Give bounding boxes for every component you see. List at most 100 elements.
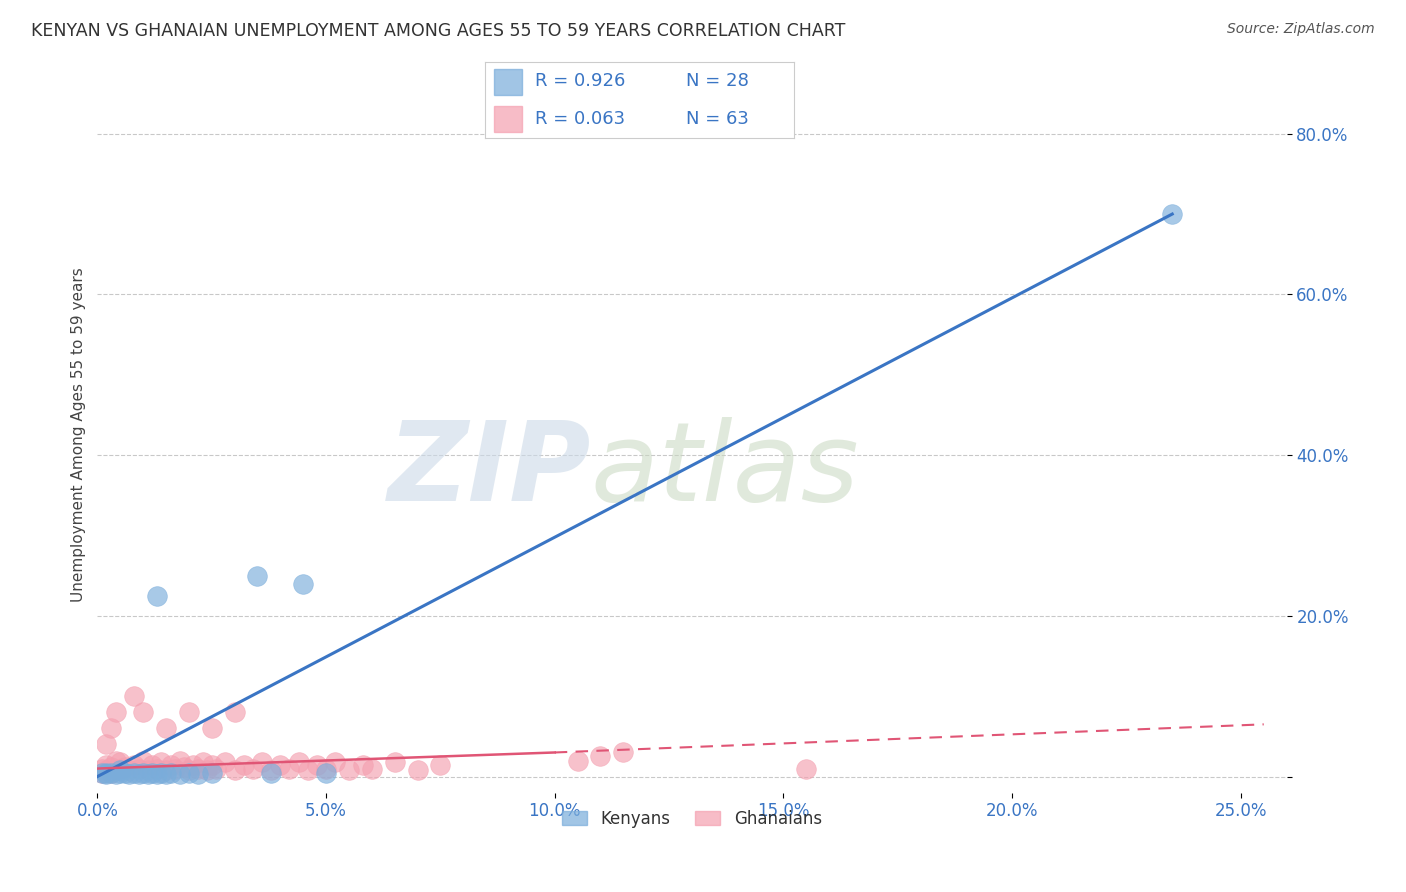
Point xyxy=(201,757,224,772)
Point xyxy=(96,763,118,777)
Point xyxy=(159,757,181,772)
Point xyxy=(384,755,406,769)
Point xyxy=(292,576,315,591)
Point xyxy=(128,767,150,781)
Point xyxy=(150,765,173,780)
Point xyxy=(141,757,163,772)
Text: R = 0.063: R = 0.063 xyxy=(534,110,624,128)
Point xyxy=(100,722,122,736)
Point xyxy=(104,767,127,781)
Point xyxy=(195,763,218,777)
Point xyxy=(155,763,177,777)
Point xyxy=(165,762,187,776)
Point xyxy=(173,760,195,774)
Point xyxy=(406,763,429,777)
Text: atlas: atlas xyxy=(591,417,859,524)
Point xyxy=(201,765,224,780)
Point xyxy=(96,767,118,781)
Point xyxy=(100,765,122,780)
Point xyxy=(323,755,346,769)
Point xyxy=(132,706,155,720)
Point xyxy=(110,755,132,769)
Point xyxy=(110,765,132,780)
Point xyxy=(110,763,132,777)
Point xyxy=(360,762,382,776)
Point xyxy=(589,749,612,764)
Point xyxy=(90,765,112,780)
Point xyxy=(794,762,817,776)
Point xyxy=(169,767,191,781)
Point xyxy=(90,762,112,776)
Point xyxy=(187,767,209,781)
Point xyxy=(232,757,254,772)
Point xyxy=(122,757,145,772)
Point xyxy=(155,722,177,736)
Point xyxy=(305,757,328,772)
Text: N = 63: N = 63 xyxy=(686,110,749,128)
Point xyxy=(146,767,169,781)
FancyBboxPatch shape xyxy=(495,69,522,95)
Y-axis label: Unemployment Among Ages 55 to 59 years: Unemployment Among Ages 55 to 59 years xyxy=(72,268,86,602)
Point xyxy=(146,762,169,776)
Point xyxy=(96,765,118,780)
Point xyxy=(612,746,634,760)
Point xyxy=(287,755,309,769)
Point xyxy=(269,757,291,772)
Point xyxy=(122,765,145,780)
Point xyxy=(191,755,214,769)
Point xyxy=(352,757,374,772)
Point xyxy=(177,763,200,777)
Point xyxy=(205,762,228,776)
Point xyxy=(96,738,118,752)
Point xyxy=(132,765,155,780)
FancyBboxPatch shape xyxy=(495,105,522,132)
Point xyxy=(114,765,136,780)
Point xyxy=(242,762,264,776)
Point xyxy=(169,754,191,768)
Point xyxy=(337,763,360,777)
Point xyxy=(177,765,200,780)
Point xyxy=(1161,207,1184,221)
Point xyxy=(136,767,159,781)
Point xyxy=(110,762,132,776)
Point xyxy=(90,765,112,780)
Point xyxy=(567,754,589,768)
Point xyxy=(224,706,246,720)
Point xyxy=(128,762,150,776)
Point xyxy=(100,760,122,774)
Point xyxy=(104,706,127,720)
Point xyxy=(104,754,127,768)
Text: N = 28: N = 28 xyxy=(686,72,749,90)
Point xyxy=(315,762,337,776)
Point xyxy=(201,722,224,736)
Point xyxy=(278,762,301,776)
Legend: Kenyans, Ghanaians: Kenyans, Ghanaians xyxy=(555,803,828,834)
Point xyxy=(141,765,163,780)
Point xyxy=(177,706,200,720)
Point xyxy=(224,763,246,777)
Point xyxy=(114,760,136,774)
Point xyxy=(246,568,269,582)
Point xyxy=(250,755,273,769)
Point xyxy=(187,762,209,776)
Point xyxy=(429,757,451,772)
Point xyxy=(146,589,169,603)
Point xyxy=(136,763,159,777)
Text: KENYAN VS GHANAIAN UNEMPLOYMENT AMONG AGES 55 TO 59 YEARS CORRELATION CHART: KENYAN VS GHANAIAN UNEMPLOYMENT AMONG AG… xyxy=(31,22,845,40)
Point xyxy=(122,690,145,704)
Point xyxy=(132,754,155,768)
Text: R = 0.926: R = 0.926 xyxy=(534,72,624,90)
Point xyxy=(315,765,337,780)
Point xyxy=(96,757,118,772)
Point xyxy=(104,763,127,777)
Point xyxy=(100,765,122,780)
Point xyxy=(260,763,283,777)
Point xyxy=(297,763,319,777)
Point xyxy=(155,767,177,781)
Point xyxy=(260,765,283,780)
Point xyxy=(183,757,205,772)
Point xyxy=(159,765,181,780)
Text: Source: ZipAtlas.com: Source: ZipAtlas.com xyxy=(1227,22,1375,37)
Point xyxy=(214,755,236,769)
Point xyxy=(118,767,141,781)
